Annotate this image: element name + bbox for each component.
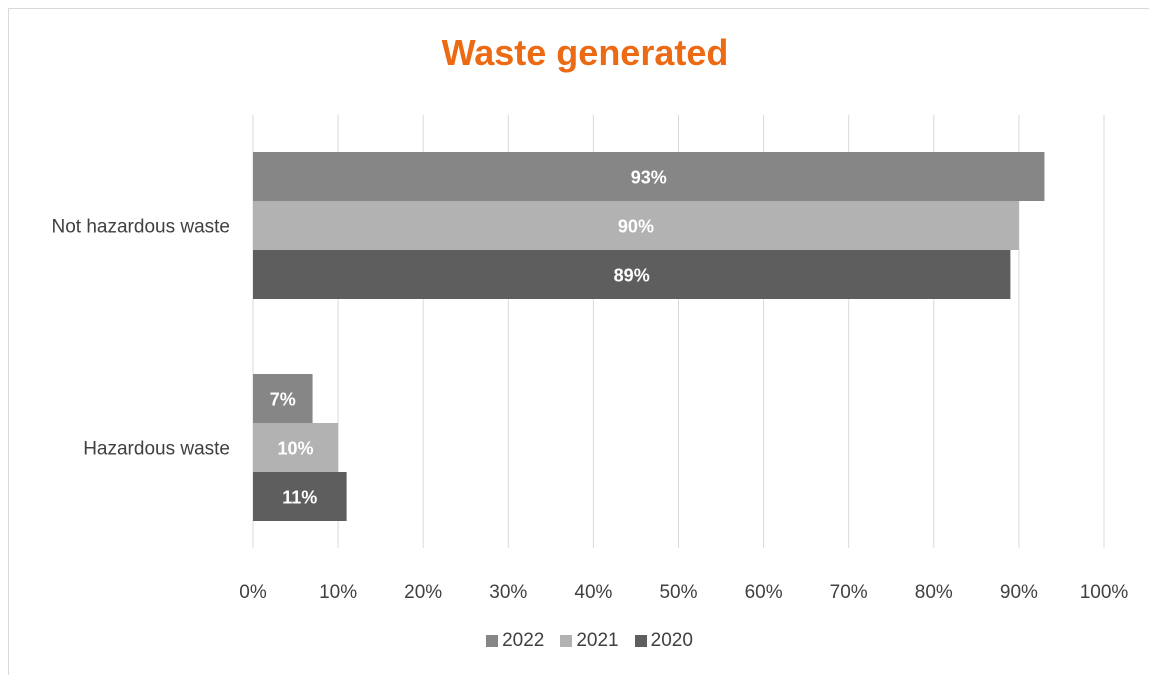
x-tick-label: 10%	[319, 582, 357, 603]
bar	[253, 472, 347, 521]
category-label: Not hazardous waste	[52, 217, 231, 238]
data-label: 89%	[614, 266, 650, 286]
x-tick-label: 90%	[1000, 582, 1038, 603]
category-label: Hazardous waste	[83, 439, 230, 460]
x-tick-label: 50%	[659, 582, 697, 603]
chart-title: Waste generated	[441, 32, 729, 73]
data-label: 90%	[618, 217, 654, 237]
legend-item-2021: 2021	[560, 630, 619, 652]
data-label: 10%	[278, 439, 314, 459]
x-tick-label: 40%	[574, 582, 612, 603]
x-tick-label: 80%	[915, 582, 953, 603]
x-tick-label: 60%	[745, 582, 783, 603]
x-tick-label: 0%	[239, 582, 267, 603]
legend-item-2022: 2022	[486, 630, 544, 652]
x-tick-label: 20%	[404, 582, 442, 603]
x-tick-label: 70%	[830, 582, 868, 603]
legend-item-2020: 2020	[634, 630, 693, 652]
legend-label-2020: 2020	[650, 630, 693, 651]
legend-label-2022: 2022	[502, 630, 545, 651]
data-label: 93%	[631, 168, 667, 188]
data-label: 7%	[270, 390, 296, 410]
x-tick-label: 100%	[1080, 582, 1129, 603]
legend: 2022 2021 2020	[0, 630, 1149, 652]
bar	[253, 423, 339, 472]
legend-label-2021: 2021	[576, 630, 619, 651]
chart-frame	[8, 8, 1149, 675]
legend-swatch-2021	[560, 635, 573, 647]
bar	[253, 201, 1019, 250]
legend-swatch-2022	[486, 635, 499, 647]
bar	[253, 374, 313, 423]
x-tick-label: 30%	[489, 582, 527, 603]
bar	[253, 250, 1011, 299]
bar	[253, 152, 1045, 201]
data-label: 11%	[282, 488, 317, 508]
legend-swatch-2020	[634, 635, 647, 647]
